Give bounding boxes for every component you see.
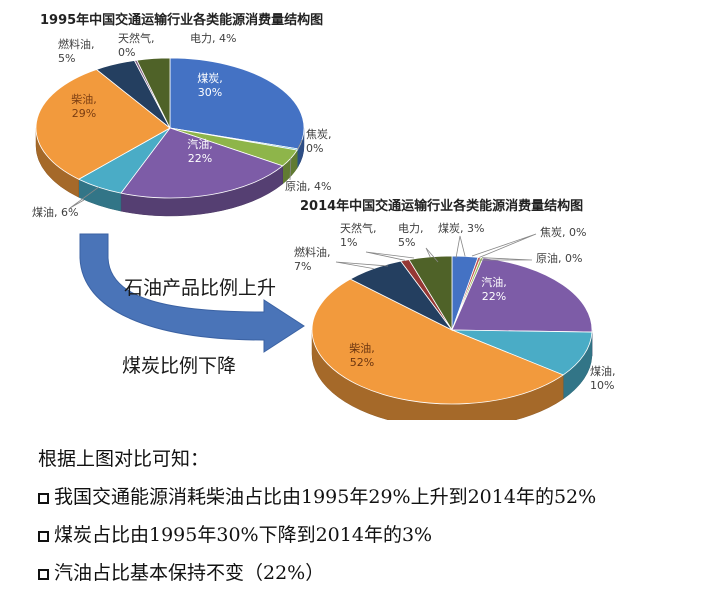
- slice-label-电力: 电力, 4%: [190, 32, 236, 45]
- charts-canvas: 1995年中国交通运输行业各类能源消费量结构图 2014年中国交通运输行业各类能…: [32, 12, 616, 420]
- leader-line: [297, 139, 303, 150]
- note-text: 汽油占比基本保持不变（22%）: [54, 562, 325, 584]
- leader-line: [425, 247, 439, 263]
- slice-label-天然气: 天然气, 1%: [340, 221, 377, 249]
- conclusion-notes: 根据上图对比可知： 我国交通能源消耗柴油占比由1995年29%上升到2014年的…: [38, 440, 718, 592]
- leader-line: [455, 235, 466, 259]
- pie-slice-汽油: [451, 257, 593, 333]
- slice-label-汽油: 汽油, 22%: [187, 137, 213, 165]
- pie-slice-柴油: [311, 278, 565, 405]
- leader-line: [69, 186, 99, 209]
- slice-label-煤油: 煤油, 6%: [32, 205, 78, 219]
- slice-label-原油: 原油, 4%: [285, 179, 331, 193]
- checkbox-icon: [38, 569, 49, 580]
- chart-1995-title: 1995年中国交通运输行业各类能源消费量结构图: [40, 12, 323, 28]
- pie-1995: 煤炭, 30% 焦炭, 0% 原油, 4% 汽油, 22% 煤油, 6% 柴油, 29% 燃料油, 5…: [32, 31, 332, 219]
- slice-label-燃料油: 燃料油, 5%: [58, 37, 95, 65]
- leader-line: [289, 158, 292, 181]
- note-item: 煤炭占比由1995年30%下降到2014年的3%: [38, 516, 718, 554]
- leader-line: [471, 233, 537, 258]
- pie-slice-汽油: [120, 127, 284, 199]
- slice-label-汽油: 汽油, 22%: [481, 275, 507, 303]
- checkbox-icon: [38, 493, 49, 504]
- pie-slice-煤炭: [169, 57, 305, 150]
- leader-line: [335, 261, 389, 270]
- slice-label-煤炭: 煤炭, 3%: [438, 222, 484, 235]
- slice-label-煤油: 煤油, 10%: [590, 364, 616, 392]
- note-item: 汽油占比基本保持不变（22%）: [38, 554, 718, 592]
- slice-label-煤炭: 煤炭, 30%: [197, 72, 223, 99]
- chart-2014-title: 2014年中国交通运输行业各类能源消费量结构图: [300, 198, 583, 214]
- pie-2014: 煤炭, 3% 焦炭, 0% 原油, 0% 汽油, 22% 煤油, 10% 柴油, 52% 燃料油,…: [294, 221, 616, 420]
- leader-line: [478, 257, 533, 261]
- pie-slice-煤油: [451, 329, 593, 376]
- note-text: 我国交通能源消耗柴油占比由1995年29%上升到2014年的52%: [54, 486, 597, 508]
- slice-label-焦炭: 焦炭, 0%: [306, 128, 332, 155]
- leader-line: [365, 251, 415, 261]
- trend-arrow: [79, 233, 305, 353]
- arrow-label-bottom: 煤炭比例下降: [122, 355, 236, 377]
- pie-slice-电力: [136, 57, 171, 129]
- slice-label-焦炭: 焦炭, 0%: [540, 226, 586, 239]
- slice-label-原油: 原油, 0%: [536, 251, 582, 265]
- note-item: 我国交通能源消耗柴油占比由1995年29%上升到2014年的52%: [38, 478, 718, 516]
- pie-slice-柴油: [35, 69, 171, 180]
- slice-label-柴油: 柴油, 29%: [71, 92, 97, 120]
- slice-label-柴油: 柴油, 52%: [349, 341, 375, 369]
- slice-label-天然气: 天然气, 0%: [118, 31, 155, 59]
- note-text: 煤炭占比由1995年30%下降到2014年的3%: [54, 524, 433, 546]
- notes-intro: 根据上图对比可知：: [38, 448, 210, 470]
- slice-label-电力: 电力, 5%: [398, 222, 424, 249]
- checkbox-icon: [38, 531, 49, 542]
- arrow-shape: [79, 233, 305, 353]
- arrow-label-top: 石油产品比例上升: [124, 277, 276, 299]
- slice-label-燃料油: 燃料油, 7%: [294, 245, 331, 273]
- pie-slice-电力: [408, 255, 453, 332]
